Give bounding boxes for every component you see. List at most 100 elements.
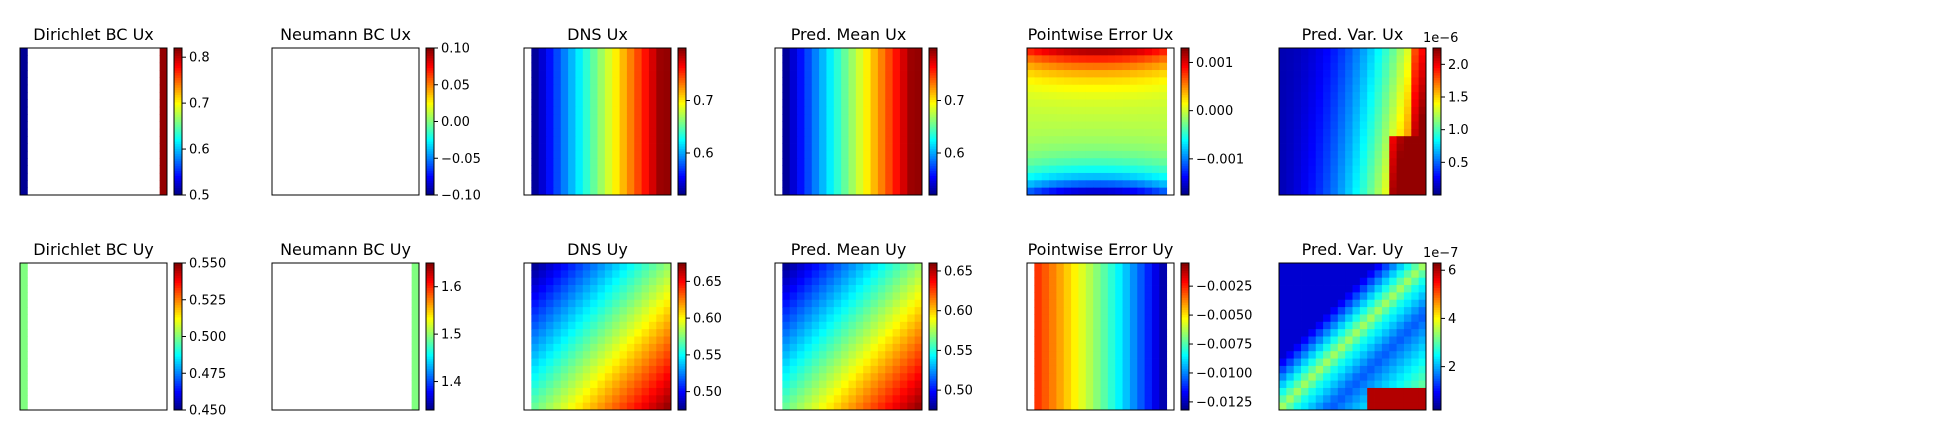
colorbar-segment — [929, 397, 937, 401]
heatmap-cell — [1078, 62, 1087, 71]
heatmap-cell — [546, 172, 554, 181]
colorbar-segment — [678, 319, 686, 323]
heatmap-cell — [1293, 373, 1302, 381]
heatmap-cell — [553, 299, 562, 308]
heatmap-cell — [1093, 99, 1101, 108]
heatmap-cell — [1308, 373, 1317, 381]
heatmap-cell — [1367, 277, 1375, 286]
heatmap-cell — [899, 77, 908, 86]
heatmap-cell — [1115, 92, 1123, 100]
heatmap-cell — [1418, 136, 1427, 144]
heatmap-cell — [1293, 292, 1302, 301]
colorbar-segment — [426, 172, 434, 176]
heatmap-cell — [833, 106, 842, 115]
heatmap-cell — [899, 307, 908, 315]
heatmap-cell — [1315, 365, 1324, 374]
colorbar-segment — [174, 331, 182, 335]
heatmap-cell — [833, 77, 842, 86]
heatmap-cell — [626, 343, 635, 352]
colorbar-segment — [426, 312, 434, 315]
colorbar-segment — [174, 128, 182, 132]
heatmap-cell — [826, 114, 835, 122]
heatmap-cell — [819, 172, 827, 181]
heatmap-cell — [1389, 48, 1397, 56]
heatmap-cell — [597, 395, 606, 404]
heatmap-cell — [1323, 114, 1331, 122]
heatmap-cell — [648, 172, 657, 181]
heatmap-cell — [612, 158, 620, 166]
colorbar-segment — [174, 307, 182, 311]
heatmap-cell — [1352, 106, 1361, 115]
heatmap-cell — [1308, 62, 1317, 71]
colorbar-segment — [1433, 153, 1441, 157]
heatmap-cell — [538, 314, 547, 323]
heatmap-cell — [619, 380, 628, 389]
heatmap-cell — [656, 70, 665, 78]
heatmap-cell — [560, 314, 569, 323]
heatmap-cell — [855, 277, 864, 286]
heatmap-cell — [1396, 277, 1405, 286]
heatmap-cell — [1308, 172, 1317, 181]
heatmap-cell — [1093, 351, 1101, 359]
colorbar-segment — [929, 60, 937, 64]
heatmap-cell — [892, 307, 901, 315]
heatmap-cell — [1041, 150, 1050, 159]
colorbar-segment — [1433, 180, 1441, 184]
heatmap-cell — [1359, 172, 1368, 181]
colorbar-segment — [174, 192, 182, 196]
colorbar-segment — [929, 121, 937, 125]
heatmap-cell — [1100, 395, 1109, 404]
heatmap-cell — [877, 143, 886, 152]
axes-frame — [523, 262, 672, 411]
heatmap-cell — [546, 121, 554, 130]
colorbar-segment — [1433, 385, 1441, 389]
heatmap-cell — [641, 351, 650, 359]
colorbar-segment — [1181, 292, 1189, 296]
heatmap-cell — [1159, 84, 1168, 93]
heatmap-cell — [531, 165, 540, 174]
heatmap-cell — [531, 136, 540, 144]
colorbar-segment — [929, 263, 937, 266]
heatmap-cell — [789, 292, 798, 301]
heatmap-cell — [1293, 321, 1302, 330]
heatmap-cell — [568, 55, 576, 64]
heatmap-cell — [612, 270, 620, 279]
heatmap-cell — [560, 180, 569, 189]
heatmap-cell — [634, 70, 642, 78]
heatmap-cell — [1151, 180, 1160, 189]
heatmap-cell — [568, 62, 576, 71]
colorbar-segment — [678, 182, 686, 186]
heatmap-cell — [619, 351, 628, 359]
heatmap-cell — [1056, 299, 1065, 308]
heatmap-cell — [1418, 299, 1427, 308]
colorbar-segment — [678, 62, 686, 66]
heatmap-cell — [1071, 351, 1079, 359]
heatmap-cell — [892, 351, 901, 359]
colorbar-segment — [426, 70, 434, 73]
heatmap-cell — [855, 136, 864, 144]
heatmap-cell — [531, 277, 540, 286]
heatmap-cell — [1144, 70, 1153, 78]
heatmap-cell — [1049, 358, 1057, 367]
heatmap-cell — [656, 187, 665, 196]
colorbar-segment — [929, 402, 937, 406]
heatmap-cell — [612, 165, 620, 174]
heatmap-cell — [568, 158, 576, 166]
heatmap-cell — [1330, 48, 1339, 56]
heatmap-cell — [1159, 329, 1168, 337]
heatmap-cell — [811, 84, 820, 93]
heatmap-cell — [1367, 307, 1375, 315]
heatmap-cell — [1418, 121, 1427, 130]
heatmap-cell — [1137, 387, 1145, 396]
colorbar-segment — [426, 338, 434, 342]
heatmap-cell — [1151, 84, 1160, 93]
heatmap-cell — [848, 128, 857, 137]
heatmap-cell — [1071, 187, 1079, 196]
colorbar-segment — [678, 165, 686, 169]
heatmap-cell — [1144, 373, 1153, 381]
heatmap-cell — [863, 285, 871, 293]
heatmap-cell — [826, 180, 835, 189]
heatmap-cell — [1308, 336, 1317, 345]
heatmap-cell — [560, 70, 569, 78]
heatmap-cell — [1352, 172, 1361, 181]
